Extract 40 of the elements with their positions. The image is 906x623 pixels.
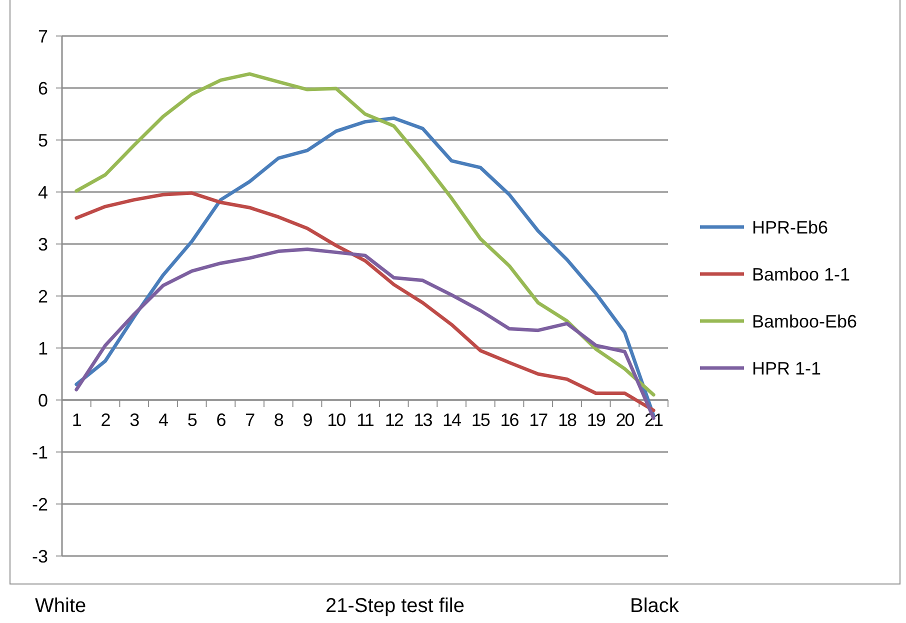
x-tick-label: 2 <box>100 410 111 430</box>
x-tick-label: 1 <box>72 410 82 430</box>
x-tick-label: 4 <box>158 410 168 430</box>
legend-label: HPR-Eb6 <box>752 217 828 238</box>
y-tick-label: 0 <box>38 390 48 410</box>
y-tick-label: 3 <box>38 234 48 254</box>
line-series <box>74 191 656 412</box>
y-tick-label: 5 <box>38 130 48 150</box>
text: White <box>35 595 86 617</box>
x-tick-label: 19 <box>586 410 606 430</box>
legend-label: Bamboo-Eb6 <box>752 311 858 332</box>
y-tick-label: 1 <box>38 338 48 358</box>
x-tick-label: 10 <box>327 410 346 430</box>
y-tick-label: -2 <box>32 494 48 514</box>
line-series <box>74 72 656 397</box>
x-tick-label: 11 <box>356 410 374 430</box>
x-tick-label: 5 <box>187 410 198 430</box>
x-tick-label: 14 <box>442 410 462 430</box>
x-tick-label: 12 <box>384 410 404 430</box>
y-tick-label: 4 <box>38 182 48 202</box>
text: Black <box>630 595 680 617</box>
x-tick-label: 15 <box>471 410 490 430</box>
x-tick-label: 7 <box>245 410 256 430</box>
legend-label: Bamboo 1-1 <box>752 264 850 284</box>
x-tick-label: 20 <box>616 410 635 430</box>
x-tick-label: 18 <box>558 410 577 430</box>
x-tick-label: 6 <box>216 410 226 430</box>
legend-label: HPR 1-1 <box>752 358 822 378</box>
y-tick-label: 6 <box>38 78 48 98</box>
y-tick-label: 2 <box>38 286 48 306</box>
y-tick-label: 7 <box>38 26 48 46</box>
x-tick-label: 17 <box>529 410 548 430</box>
y-tick-label: -1 <box>32 442 48 462</box>
x-tick-label: 13 <box>414 410 433 430</box>
y-tick-label: -3 <box>32 546 48 566</box>
x-tick-label: 8 <box>274 410 284 430</box>
x-tick-label: 16 <box>500 410 520 430</box>
x-tick-label: 3 <box>130 410 140 430</box>
x-tick-label: 9 <box>302 410 313 430</box>
x-axis-title: 21-Step test file <box>326 595 464 617</box>
